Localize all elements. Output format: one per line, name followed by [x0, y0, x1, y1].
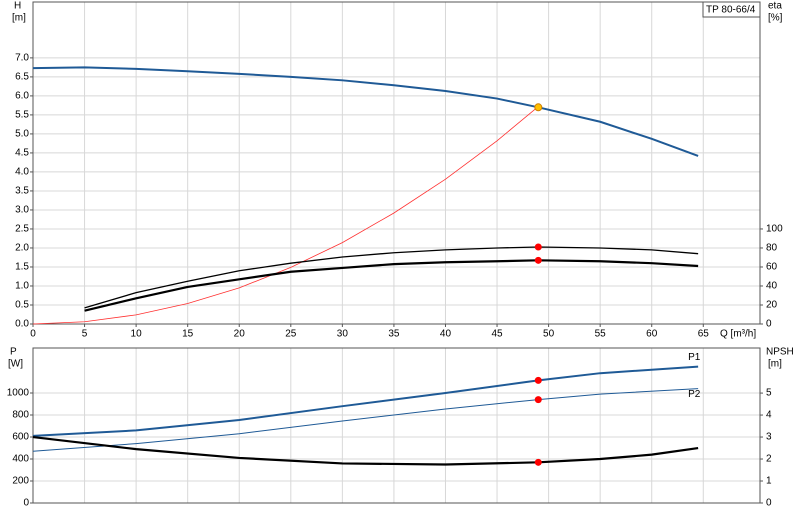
y2-tick-label: 1 [766, 476, 772, 487]
series-line [32, 66, 699, 157]
y2-axis-unit: [m] [768, 359, 782, 370]
x-tick-label: 40 [440, 329, 452, 340]
y-tick-label: 4.0 [15, 167, 29, 178]
y-tick-label: 600 [12, 432, 29, 443]
y-tick-label: 2.5 [15, 224, 29, 235]
y2-tick-label: 60 [766, 262, 778, 273]
x-tick-label: 10 [131, 329, 143, 340]
series-line [32, 106, 539, 325]
x-tick-label: 20 [234, 329, 246, 340]
x-tick-label: 0 [30, 329, 36, 340]
y2-tick-label: 2 [766, 454, 772, 465]
y2-tick-label: 40 [766, 281, 778, 292]
series-label: P2 [688, 389, 701, 400]
y-tick-label: 5.0 [15, 129, 29, 140]
x-tick-label: 30 [337, 329, 349, 340]
x-tick-label: 60 [646, 329, 658, 340]
y-axis-unit: [W] [8, 359, 23, 370]
y-tick-label: 400 [12, 454, 29, 465]
chart-title: TP 80-66/4 [706, 5, 756, 16]
duty-point [534, 458, 542, 466]
x-tick-label: 5 [82, 329, 88, 340]
y-tick-label: 200 [12, 476, 29, 487]
y-axis-label: P [10, 347, 17, 358]
y2-tick-label: 0 [766, 319, 772, 330]
duty-point [534, 243, 542, 251]
y2-tick-label: 4 [766, 410, 772, 421]
y-tick-label: 0.0 [15, 319, 29, 330]
series-line [32, 365, 699, 437]
title-box [702, 1, 761, 18]
y2-axis-label: NPSH [766, 347, 794, 358]
y-tick-label: 3.5 [15, 186, 29, 197]
y2-tick-label: 20 [766, 300, 778, 311]
y-tick-label: 1000 [7, 388, 30, 399]
x-tick-label: 45 [491, 329, 503, 340]
y2-tick-label: 3 [766, 432, 772, 443]
y-axis-label: H [14, 1, 21, 12]
series-line [84, 259, 699, 312]
y-tick-label: 800 [12, 410, 29, 421]
y-tick-label: 5.5 [15, 110, 29, 121]
duty-point [534, 256, 542, 264]
series-line [32, 435, 699, 466]
y2-tick-label: 0 [766, 498, 772, 509]
x-tick-label: 35 [388, 329, 400, 340]
y-tick-label: 7.0 [15, 53, 29, 64]
y-tick-label: 0.5 [15, 300, 29, 311]
y2-axis-label: eta [768, 1, 782, 12]
y2-tick-label: 5 [766, 388, 772, 399]
x-tick-label: 15 [182, 329, 194, 340]
y2-tick-label: 80 [766, 243, 778, 254]
series-label: P1 [688, 352, 701, 363]
x-axis-label: Q [m³/h] [720, 329, 756, 340]
series-line [84, 246, 699, 309]
y2-axis-unit: [%] [768, 13, 783, 24]
y-axis-unit: [m] [12, 13, 26, 24]
y-tick-label: 6.5 [15, 72, 29, 83]
y-tick-label: 6.0 [15, 91, 29, 102]
x-tick-label: 25 [285, 329, 297, 340]
x-tick-label: 50 [543, 329, 555, 340]
y-tick-label: 0 [23, 498, 29, 509]
x-tick-label: 65 [698, 329, 710, 340]
x-tick-label: 55 [595, 329, 607, 340]
duty-point [534, 376, 542, 384]
y-tick-label: 3.0 [15, 205, 29, 216]
y-tick-label: 1.5 [15, 262, 29, 273]
y2-tick-label: 100 [766, 224, 783, 235]
plot-frame [32, 347, 761, 504]
y-tick-label: 4.5 [15, 148, 29, 159]
duty-point [534, 396, 542, 404]
y-tick-label: 1.0 [15, 281, 29, 292]
duty-point [534, 103, 543, 112]
y-tick-label: 2.0 [15, 243, 29, 254]
series-line [32, 388, 699, 452]
plot-frame [32, 1, 761, 325]
